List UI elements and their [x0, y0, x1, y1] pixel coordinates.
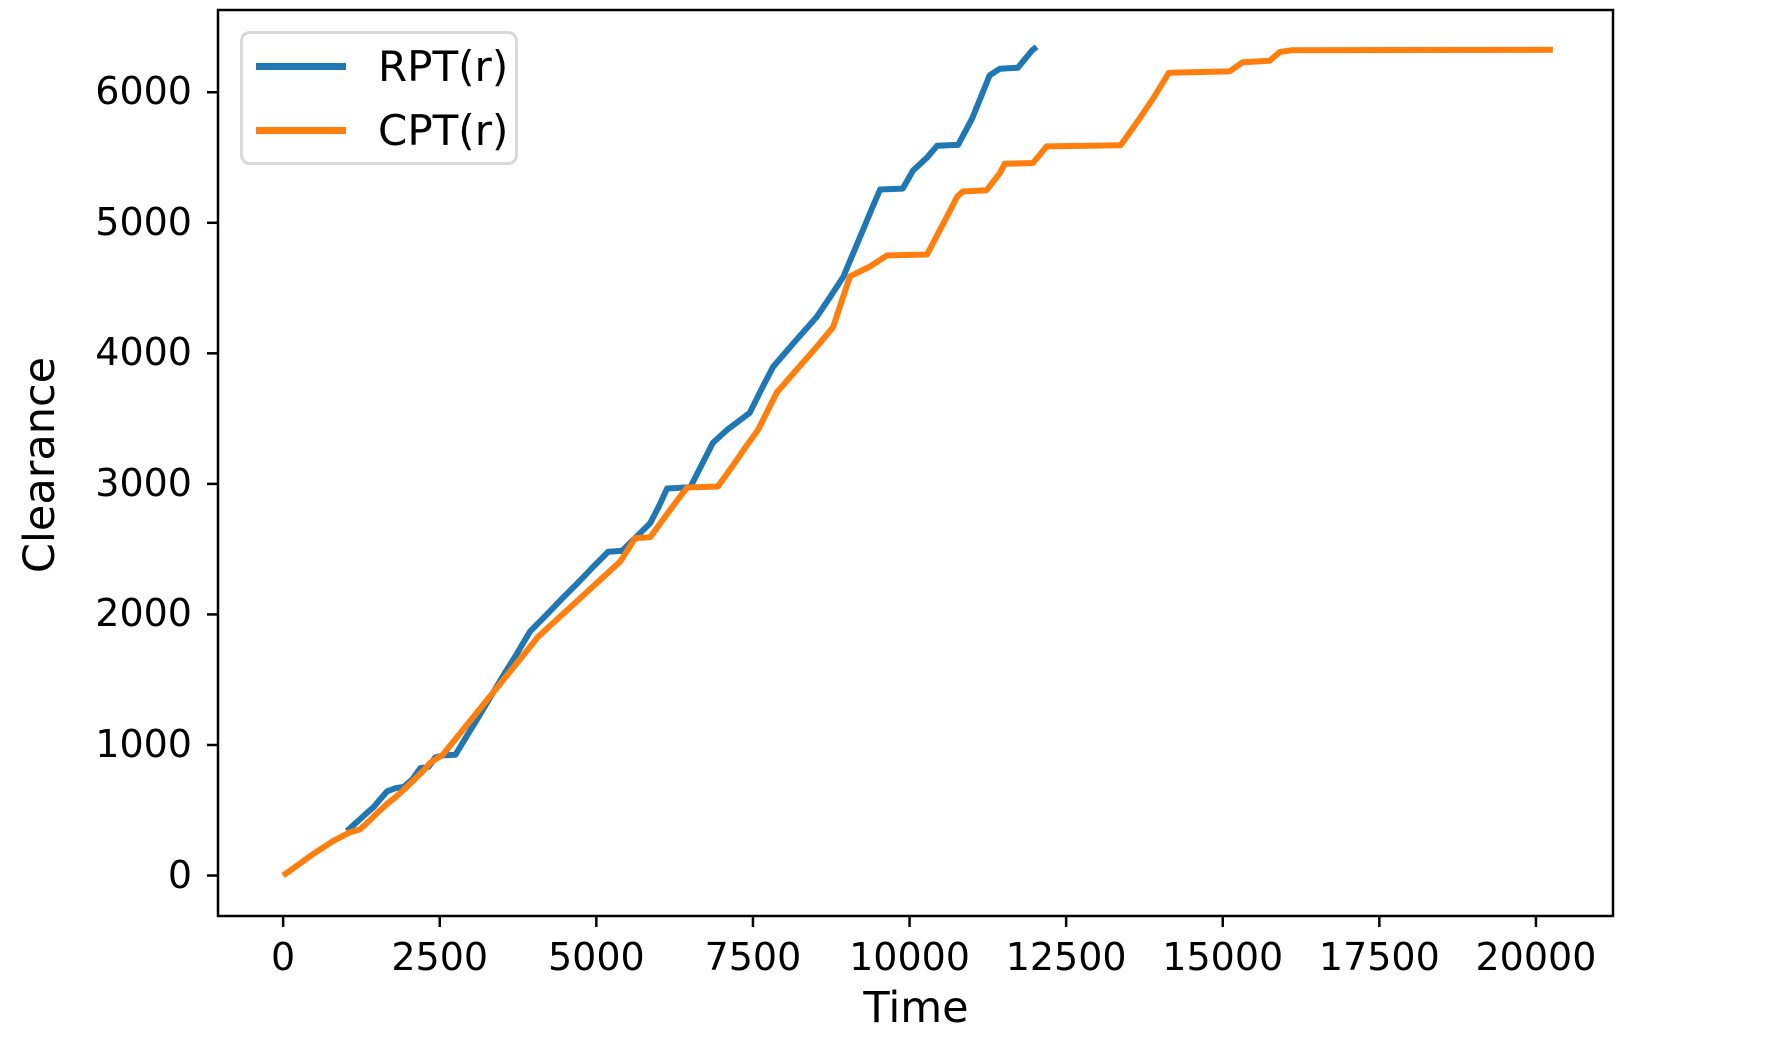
- x-axis-label: Time: [863, 983, 969, 1033]
- x-tick-label: 0: [271, 935, 296, 979]
- legend-label-rpt: RPT(r): [378, 41, 509, 91]
- y-axis-label: Clearance: [15, 356, 65, 574]
- y-tick-label: 5000: [95, 199, 192, 244]
- y-tick-label: 1000: [95, 722, 192, 767]
- x-tick-label: 17500: [1318, 935, 1440, 979]
- x-tick-label: 10000: [849, 935, 970, 979]
- legend: RPT(r) CPT(r): [240, 31, 518, 165]
- x-tick-label: 12500: [1005, 935, 1127, 979]
- x-tick-label: 20000: [1475, 935, 1597, 979]
- plot-border: [216, 8, 1615, 918]
- x-tick-label: 2500: [391, 935, 489, 979]
- legend-label-cpt: CPT(r): [378, 105, 509, 155]
- y-tick-label: 0: [167, 852, 192, 897]
- legend-item-cpt: CPT(r): [243, 98, 515, 162]
- y-tick-label: 6000: [95, 69, 192, 114]
- legend-line-swatch-cpt: [256, 126, 346, 134]
- series-line-cpt-r: [281, 46, 1553, 878]
- x-tick-label: 7500: [704, 935, 802, 979]
- y-tick-label: 2000: [95, 591, 192, 636]
- y-tick-label: 3000: [95, 461, 192, 506]
- legend-item-rpt: RPT(r): [243, 34, 515, 98]
- y-tick-label: 4000: [95, 330, 192, 375]
- legend-line-swatch-rpt: [256, 62, 346, 70]
- x-tick-label: 15000: [1162, 935, 1284, 979]
- x-tick-label: 5000: [547, 935, 645, 979]
